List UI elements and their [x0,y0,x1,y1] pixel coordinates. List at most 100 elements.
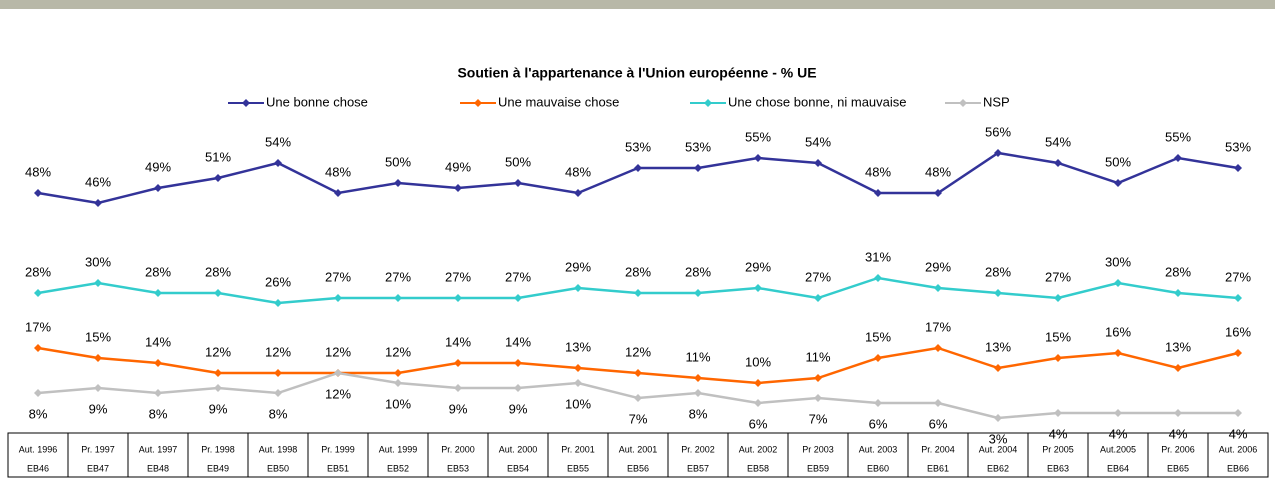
x-tick-label: Pr. 2004 [921,444,955,454]
x-tick-sublabel: EB59 [807,463,829,473]
data-point [94,384,102,392]
data-point [874,354,882,362]
data-label: 46% [85,174,111,189]
data-point [214,289,222,297]
data-point [814,374,822,382]
data-label: 6% [929,416,948,431]
data-label: 17% [25,319,51,334]
x-tick-label: Pr. 2000 [441,444,475,454]
data-point [214,384,222,392]
x-tick-sublabel: EB52 [387,463,409,473]
x-tick-sublabel: EB54 [507,463,529,473]
data-label: 27% [325,269,351,284]
data-label: 30% [1105,254,1131,269]
data-label: 55% [745,129,771,144]
data-label: 49% [145,159,171,174]
data-label: 16% [1225,324,1251,339]
x-tick-label: Aut. 2006 [1219,444,1258,454]
data-point [634,289,642,297]
data-point [94,199,102,207]
data-label: 53% [625,139,651,154]
data-label: 11% [805,349,830,364]
data-label: 31% [865,249,891,264]
data-label: 48% [565,164,591,179]
data-point [454,184,462,192]
x-tick-label: Aut. 1997 [139,444,178,454]
data-point [574,379,582,387]
x-tick-sublabel: EB46 [27,463,49,473]
top-bar [0,0,1275,9]
data-point [1174,364,1182,372]
x-tick-label: Aut. 1998 [259,444,298,454]
data-point [934,399,942,407]
data-point [754,379,762,387]
data-point [154,389,162,397]
data-label: 8% [689,406,708,421]
x-tick-sublabel: EB66 [1227,463,1249,473]
data-point [154,184,162,192]
data-point [274,299,282,307]
data-point [694,374,702,382]
data-point [1054,294,1062,302]
data-label: 28% [985,264,1011,279]
data-label: 13% [1165,339,1191,354]
x-tick-label: Pr. 2006 [1161,444,1195,454]
legend-marker [704,99,712,107]
data-point [454,294,462,302]
data-point [514,384,522,392]
x-tick-label: Aut.2005 [1100,444,1136,454]
data-label: 15% [1045,329,1071,344]
x-tick-sublabel: EB48 [147,463,169,473]
data-label: 48% [925,164,951,179]
data-label: 28% [25,264,51,279]
x-tick-sublabel: EB60 [867,463,889,473]
data-point [1054,159,1062,167]
data-point [34,344,42,352]
data-label: 50% [505,154,531,169]
data-label: 29% [745,259,771,274]
data-point [514,294,522,302]
data-point [1054,409,1062,417]
data-label: 10% [745,354,771,369]
data-label: 49% [445,159,471,174]
x-tick-label: Aut. 2003 [859,444,898,454]
data-point [334,189,342,197]
data-point [814,294,822,302]
data-label: 4% [1049,426,1068,441]
data-point [1234,164,1242,172]
data-point [814,159,822,167]
data-point [274,159,282,167]
data-label: 7% [629,411,648,426]
data-label: 48% [865,164,891,179]
data-label: 9% [209,401,228,416]
data-label: 4% [1109,426,1128,441]
data-label: 48% [325,164,351,179]
data-label: 51% [205,149,231,164]
data-point [94,354,102,362]
data-label: 9% [509,401,528,416]
x-tick-sublabel: EB58 [747,463,769,473]
chart-title: Soutien à l'appartenance à l'Union europ… [457,65,816,81]
data-label: 11% [685,349,710,364]
data-point [1174,289,1182,297]
data-label: 28% [145,264,171,279]
legend-label: NSP [983,94,1010,109]
data-point [34,189,42,197]
data-label: 14% [505,334,531,349]
data-label: 27% [805,269,831,284]
data-label: 15% [865,329,891,344]
data-point [694,389,702,397]
data-label: 14% [445,334,471,349]
data-point [1114,349,1122,357]
x-tick-label: Aut. 1999 [379,444,418,454]
data-label: 17% [925,319,951,334]
x-tick-label: Aut. 2000 [499,444,538,454]
data-label: 12% [385,344,411,359]
x-tick-sublabel: EB56 [627,463,649,473]
data-label: 10% [385,396,411,411]
data-label: 4% [1169,426,1188,441]
data-point [874,399,882,407]
data-point [634,394,642,402]
data-point [1234,409,1242,417]
data-label: 8% [269,406,288,421]
